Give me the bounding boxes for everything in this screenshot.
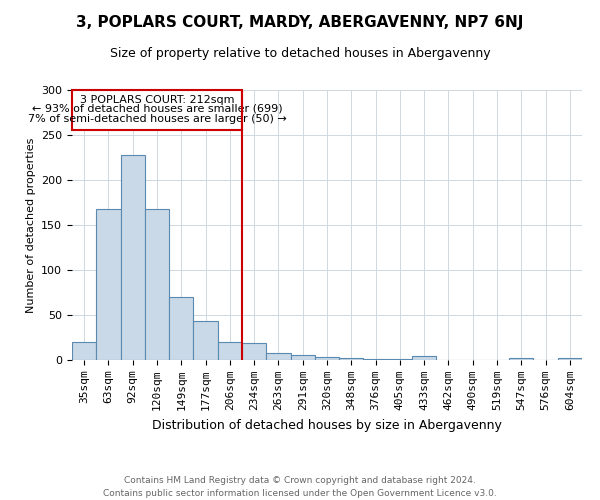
FancyBboxPatch shape (72, 90, 242, 130)
Bar (193, 322, 218, 360)
Text: ← 93% of detached houses are smaller (699): ← 93% of detached houses are smaller (69… (32, 104, 283, 114)
Bar (242, 343, 266, 360)
Bar (388, 359, 412, 360)
Bar (169, 297, 193, 360)
Y-axis label: Number of detached properties: Number of detached properties (26, 138, 35, 312)
Bar (364, 359, 388, 360)
Bar (315, 358, 339, 360)
Bar (266, 353, 290, 360)
Text: Contains HM Land Registry data © Crown copyright and database right 2024.
Contai: Contains HM Land Registry data © Crown c… (103, 476, 497, 498)
Bar (509, 358, 533, 360)
Bar (96, 209, 121, 360)
Text: Size of property relative to detached houses in Abergavenny: Size of property relative to detached ho… (110, 48, 490, 60)
Text: 7% of semi-detached houses are larger (50) →: 7% of semi-detached houses are larger (5… (28, 114, 286, 124)
Bar (290, 354, 315, 360)
Bar (72, 342, 96, 360)
Bar (412, 356, 436, 360)
X-axis label: Distribution of detached houses by size in Abergavenny: Distribution of detached houses by size … (152, 418, 502, 432)
Text: 3 POPLARS COURT: 212sqm: 3 POPLARS COURT: 212sqm (80, 95, 234, 105)
Text: 3, POPLARS COURT, MARDY, ABERGAVENNY, NP7 6NJ: 3, POPLARS COURT, MARDY, ABERGAVENNY, NP… (76, 15, 524, 30)
Bar (145, 209, 169, 360)
Bar (558, 358, 582, 360)
Bar (121, 155, 145, 360)
Bar (218, 342, 242, 360)
Bar (339, 358, 364, 360)
